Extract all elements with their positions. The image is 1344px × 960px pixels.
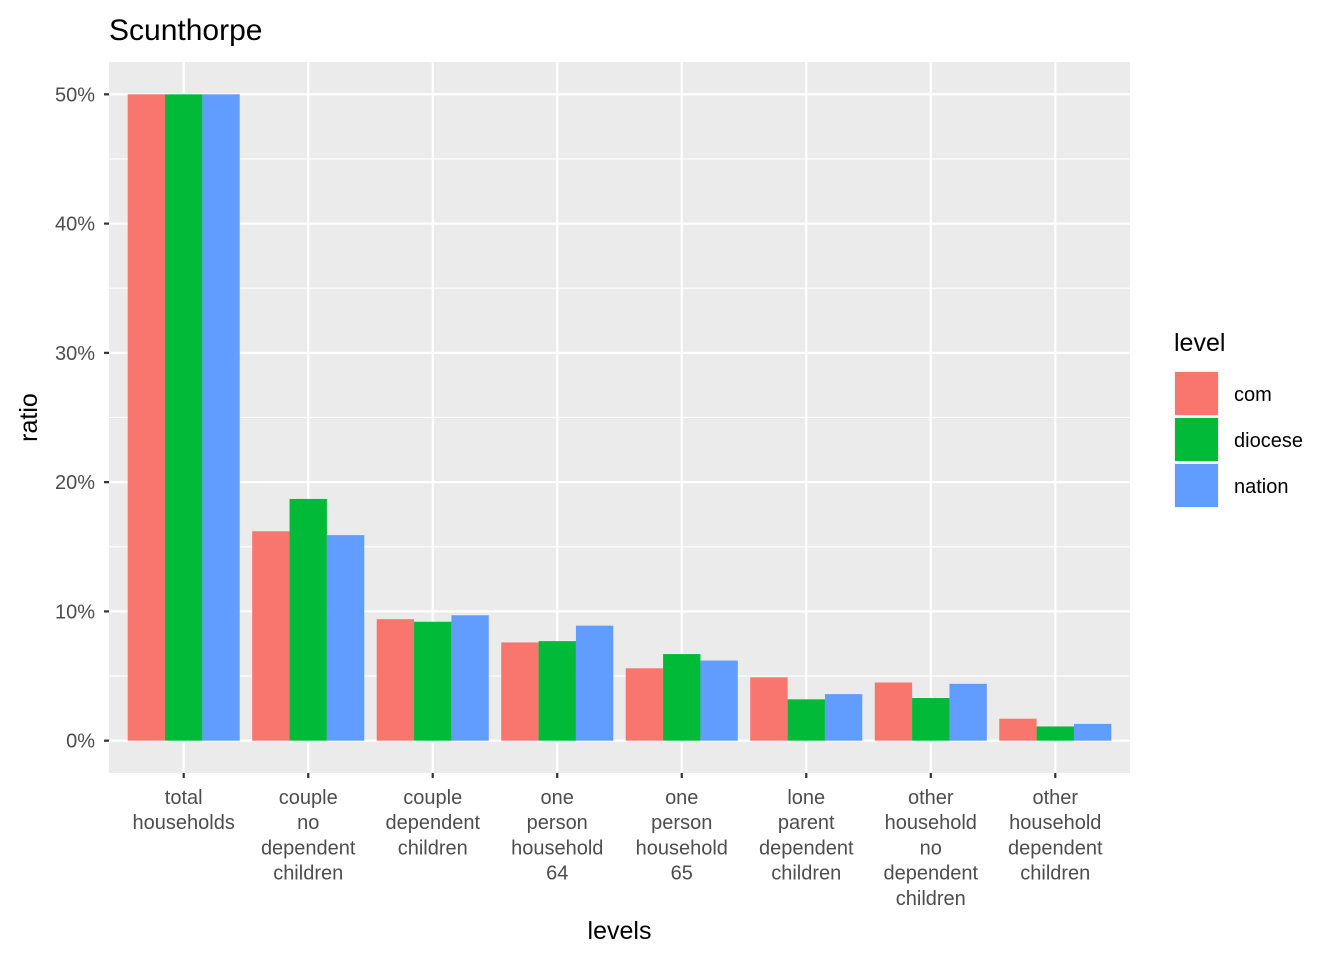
bar-nation [949, 683, 987, 741]
bar-diocese [538, 641, 576, 741]
bar-diocese [165, 94, 203, 741]
legend-label-diocese: diocese [1234, 430, 1303, 452]
x-tick-label: one person household 64 [511, 787, 603, 885]
x-tick-label: other household dependent children [1008, 787, 1103, 885]
x-tick-label: couple dependent children [385, 787, 480, 859]
legend-label-com: com [1234, 384, 1272, 406]
bar-com [252, 531, 290, 741]
y-tick-label: 20% [55, 472, 95, 494]
legend-swatch-nation [1175, 464, 1218, 507]
bar-com [127, 94, 166, 741]
y-tick-label: 0% [66, 731, 95, 753]
legend-swatch-diocese [1175, 418, 1218, 461]
bar-nation [451, 615, 489, 741]
bar-diocese [663, 654, 701, 741]
y-axis: 0% 10% 20% 30% 40% 50% [55, 84, 109, 753]
y-tick-label: 10% [55, 601, 95, 623]
x-tick-label: other household no dependent children [884, 787, 979, 910]
bars [127, 94, 1112, 741]
bar-diocese [1036, 726, 1074, 741]
bar-nation [202, 94, 240, 741]
x-axis-title: levels [588, 917, 652, 945]
bar-com [625, 668, 664, 741]
bar-diocese [912, 698, 950, 741]
bar-nation [700, 660, 738, 741]
y-axis-title: ratio [15, 393, 43, 442]
bar-diocese [787, 699, 825, 741]
bar-diocese [289, 498, 327, 741]
bar-com [874, 682, 913, 741]
x-tick-label: total households [133, 787, 235, 834]
x-tick-label: one person household 65 [636, 787, 728, 885]
bar-com [750, 677, 788, 741]
legend-title: level [1174, 329, 1225, 357]
bar-diocese [414, 621, 452, 741]
y-tick-label: 50% [55, 84, 95, 106]
y-tick-label: 40% [55, 214, 95, 236]
x-axis: total households couple no dependent children… [133, 773, 1103, 910]
legend: level com diocese nation [1174, 329, 1303, 508]
bar-com [999, 718, 1037, 741]
legend-items: com diocese nation [1174, 371, 1303, 508]
x-tick-label: lone parent dependent children [759, 787, 854, 885]
legend-swatch-com [1175, 372, 1218, 415]
bar-nation [326, 535, 365, 741]
bar-com [376, 619, 415, 741]
y-tick-label: 30% [55, 343, 95, 365]
legend-label-nation: nation [1234, 476, 1289, 498]
bar-com [501, 642, 539, 741]
x-tick-label: couple no dependent children [261, 787, 356, 885]
bar-nation [824, 694, 863, 741]
grid-major [109, 62, 1130, 773]
chart-title: Scunthorpe [109, 14, 262, 47]
bar-nation [1073, 723, 1112, 741]
bar-nation [575, 625, 614, 741]
